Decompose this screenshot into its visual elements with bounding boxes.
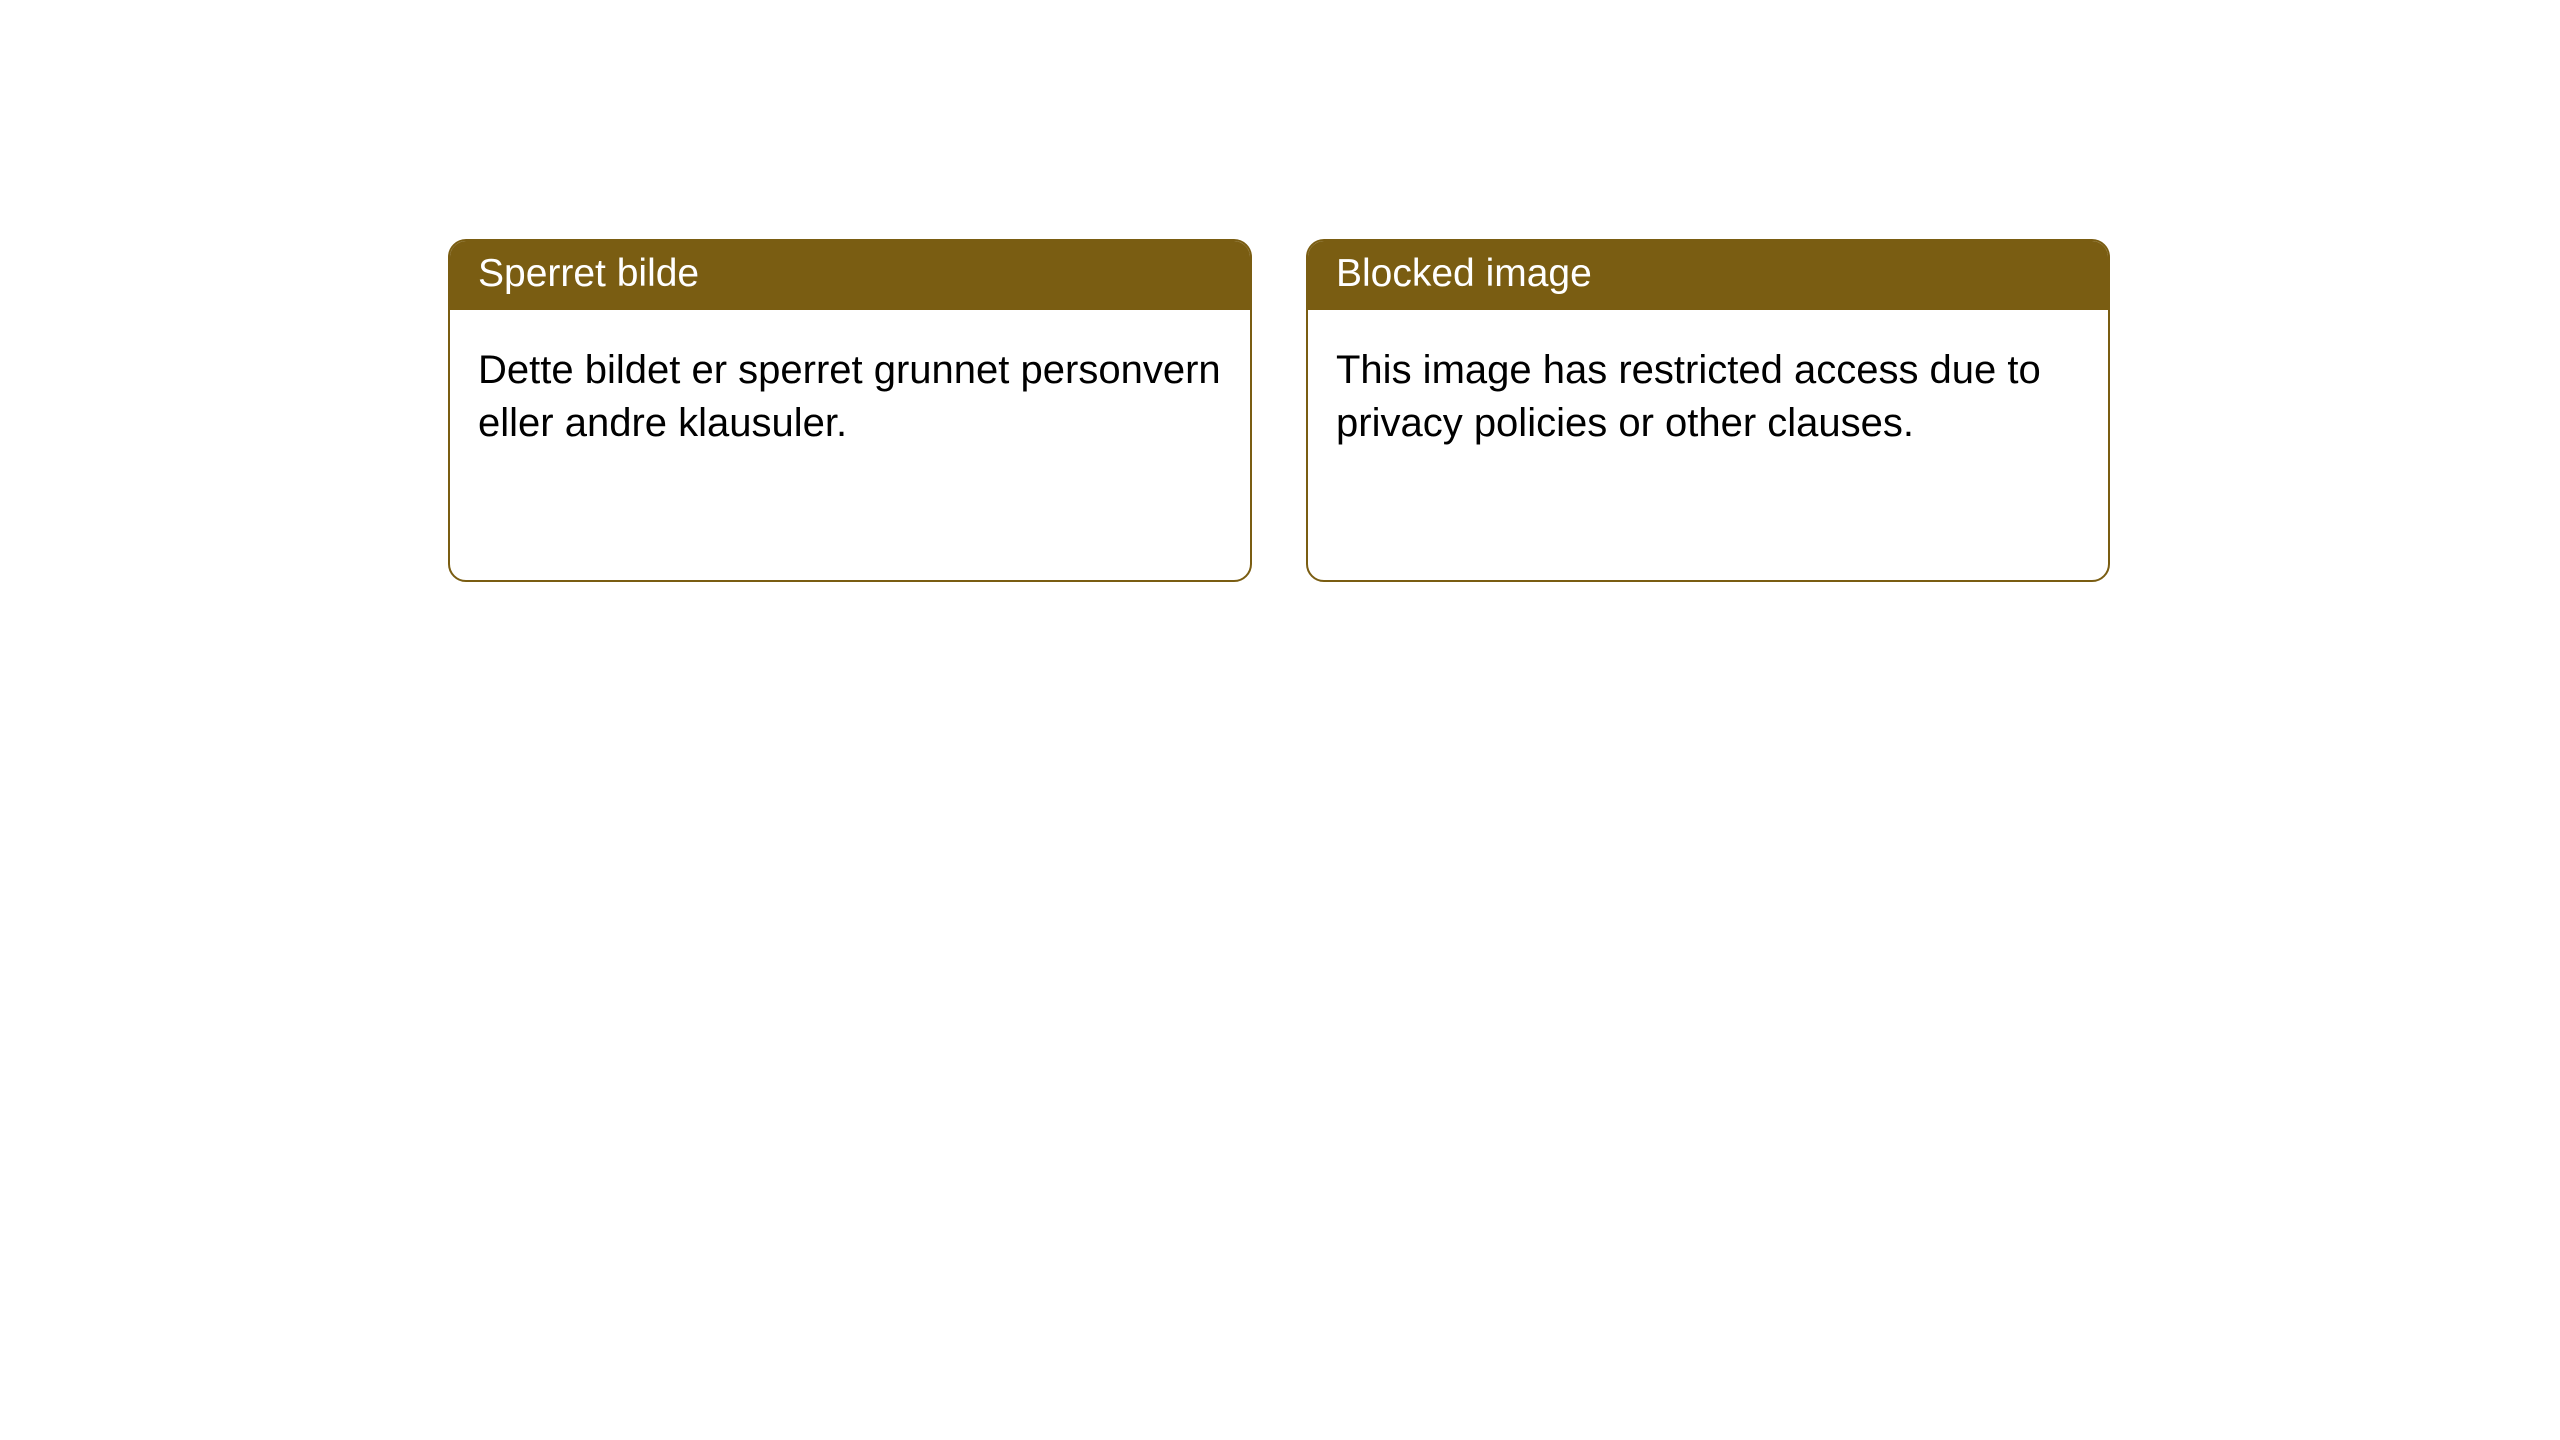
notice-card-english: Blocked image This image has restricted …	[1306, 239, 2110, 582]
notice-body: Dette bildet er sperret grunnet personve…	[450, 310, 1250, 580]
notice-container: Sperret bilde Dette bildet er sperret gr…	[448, 239, 2110, 582]
notice-title: Sperret bilde	[478, 252, 699, 295]
notice-header: Sperret bilde	[450, 241, 1250, 310]
notice-text: This image has restricted access due to …	[1336, 344, 2080, 450]
notice-body: This image has restricted access due to …	[1308, 310, 2108, 580]
notice-card-norwegian: Sperret bilde Dette bildet er sperret gr…	[448, 239, 1252, 582]
notice-title: Blocked image	[1336, 252, 1592, 295]
notice-text: Dette bildet er sperret grunnet personve…	[478, 344, 1222, 450]
notice-header: Blocked image	[1308, 241, 2108, 310]
